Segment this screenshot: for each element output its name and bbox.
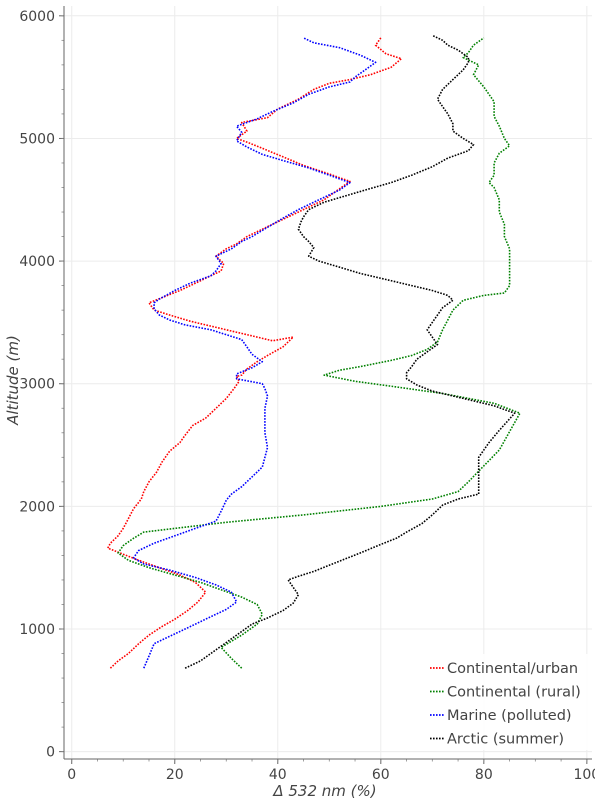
y-tick-label: 2000 [19,499,55,515]
axes [59,6,592,764]
y-tick-label: 6000 [19,9,55,25]
y-tick-label: 4000 [19,254,55,270]
y-tick-label: 1000 [19,622,55,638]
series-group [107,34,521,669]
legend-label: Marine (polluted) [447,708,572,724]
y-axis-title: Altitude (m) [4,335,22,426]
x-tick-label: 20 [166,767,184,783]
y-tick-label: 5000 [19,131,55,147]
series-line-4 [184,34,516,669]
y-tick-labels: 0 1000 2000 3000 4000 5000 6000 [19,9,55,761]
legend-label: Continental/urban [447,661,578,677]
x-tick-label: 0 [67,767,76,783]
x-tick-label: 80 [475,767,493,783]
x-tick-label: 60 [372,767,390,783]
x-tick-label: 100 [573,767,595,783]
grid [64,6,592,759]
plot-background [64,6,592,759]
legend-box [424,654,590,750]
x-tick-label: 40 [269,767,287,783]
legend-label: Continental (rural) [447,685,581,701]
series-line-1 [107,37,403,669]
x-tick-labels: 0 20 40 60 80 100 [67,767,595,783]
legend-label: Arctic (summer) [447,732,564,748]
y-tick-label: 3000 [19,377,55,393]
y-tick-label: 0 [46,745,55,761]
series-line-2 [117,37,521,669]
legend: Continental/urban Continental (rural) Mari… [424,654,590,750]
x-axis-title: Δ 532 nm (%) [272,782,376,800]
series-line-3 [132,37,377,669]
